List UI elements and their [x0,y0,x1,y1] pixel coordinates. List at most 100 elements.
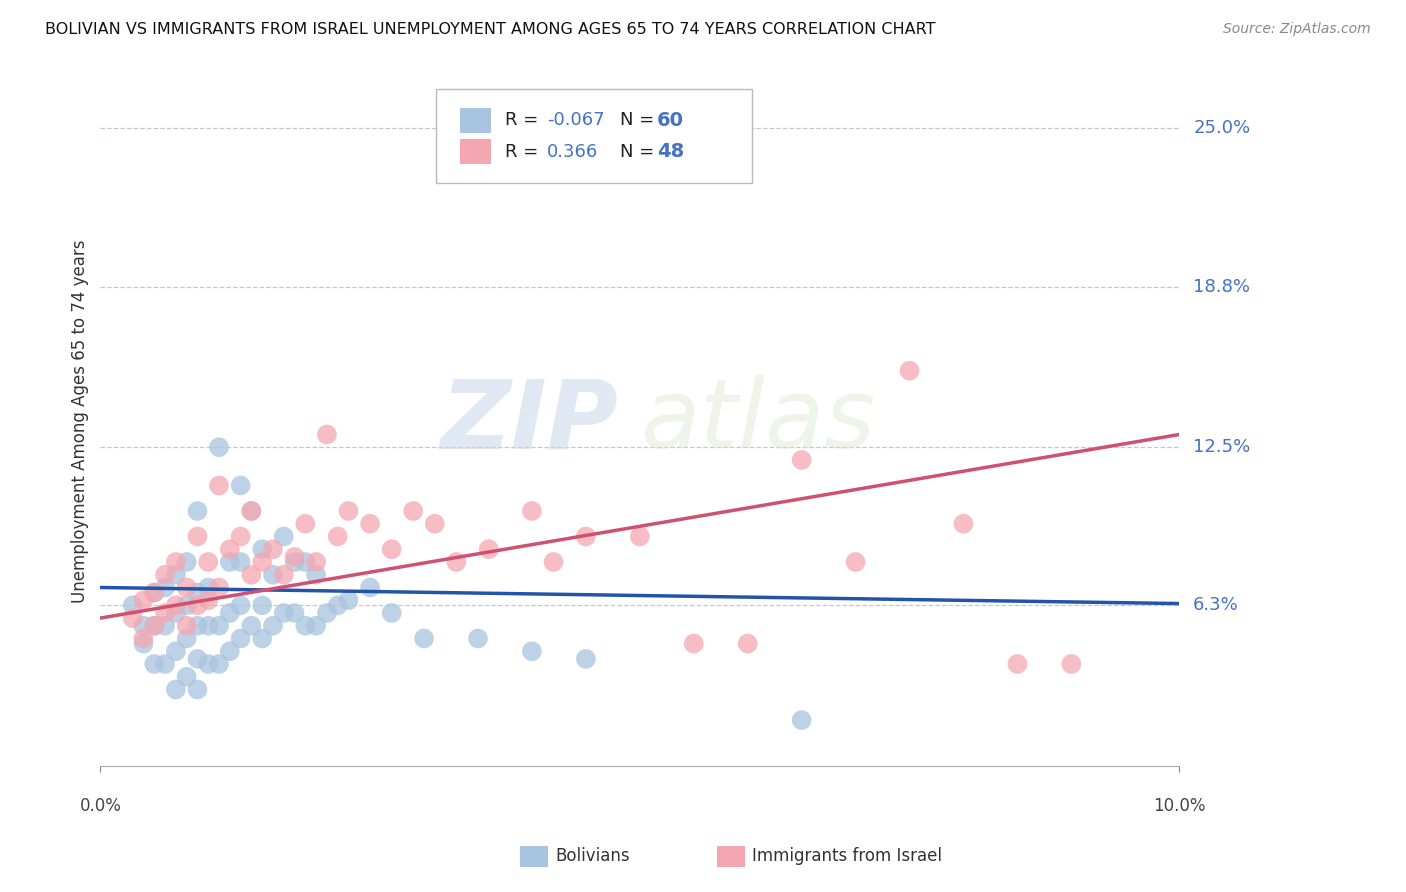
Text: -0.067: -0.067 [547,112,605,129]
Point [197,619,219,633]
Point [294,516,316,531]
Point [229,529,252,543]
Point [337,593,360,607]
Point [197,593,219,607]
Y-axis label: Unemployment Among Ages 65 to 74 years: Unemployment Among Ages 65 to 74 years [72,240,89,604]
Point [1060,657,1083,671]
Point [305,567,328,582]
Point [229,555,252,569]
Point [132,593,155,607]
Point [845,555,868,569]
Point [143,619,166,633]
Text: Immigrants from Israel: Immigrants from Israel [752,847,942,865]
Point [143,657,166,671]
Point [176,555,198,569]
Point [208,619,231,633]
Point [381,606,404,620]
Point [250,555,273,569]
Point [250,632,273,646]
Text: 10.0%: 10.0% [1153,797,1205,814]
Point [197,581,219,595]
Point [790,713,813,727]
Point [294,619,316,633]
Point [898,364,921,378]
Point [262,567,284,582]
Point [240,504,263,518]
Text: 0.0%: 0.0% [79,797,121,814]
Point [305,555,328,569]
Point [218,606,240,620]
Point [186,652,208,666]
Point [543,555,565,569]
Text: 12.5%: 12.5% [1194,438,1250,456]
Point [737,637,759,651]
Point [186,682,208,697]
Point [186,599,208,613]
Point [153,606,176,620]
Point [305,619,328,633]
Point [218,555,240,569]
Point [186,585,208,599]
Point [790,453,813,467]
Point [359,516,381,531]
Point [186,619,208,633]
Point [143,585,166,599]
Point [153,581,176,595]
Point [326,529,349,543]
Point [197,657,219,671]
Text: 0.366: 0.366 [547,143,598,161]
Point [121,611,143,625]
Point [250,599,273,613]
Point [208,478,231,492]
Point [294,555,316,569]
Point [1007,657,1029,671]
Point [478,542,501,557]
Point [176,581,198,595]
Point [165,599,187,613]
Text: 48: 48 [657,142,683,161]
Point [153,657,176,671]
Text: 18.8%: 18.8% [1194,277,1250,295]
Point [176,670,198,684]
Point [218,542,240,557]
Text: R =: R = [505,143,544,161]
Point [240,567,263,582]
Point [240,504,263,518]
Point [197,555,219,569]
Point [316,427,339,442]
Point [273,567,295,582]
Point [176,599,198,613]
Point [520,644,543,658]
Point [682,637,704,651]
Point [176,619,198,633]
Point [176,632,198,646]
Point [283,549,305,564]
Point [132,632,155,646]
Point [273,606,295,620]
Text: 6.3%: 6.3% [1194,597,1239,615]
Point [132,637,155,651]
Point [229,632,252,646]
Text: R =: R = [505,112,544,129]
Point [952,516,974,531]
Point [628,529,651,543]
Point [262,619,284,633]
Point [273,529,295,543]
Point [208,581,231,595]
Point [402,504,425,518]
Point [467,632,489,646]
Point [186,504,208,518]
Point [153,567,176,582]
Point [283,606,305,620]
Point [143,585,166,599]
Point [446,555,468,569]
Point [165,606,187,620]
Point [316,606,339,620]
Point [262,542,284,557]
Text: N =: N = [620,112,659,129]
Point [218,644,240,658]
Text: atlas: atlas [640,376,875,468]
Text: Bolivians: Bolivians [555,847,630,865]
Point [283,555,305,569]
Point [229,478,252,492]
